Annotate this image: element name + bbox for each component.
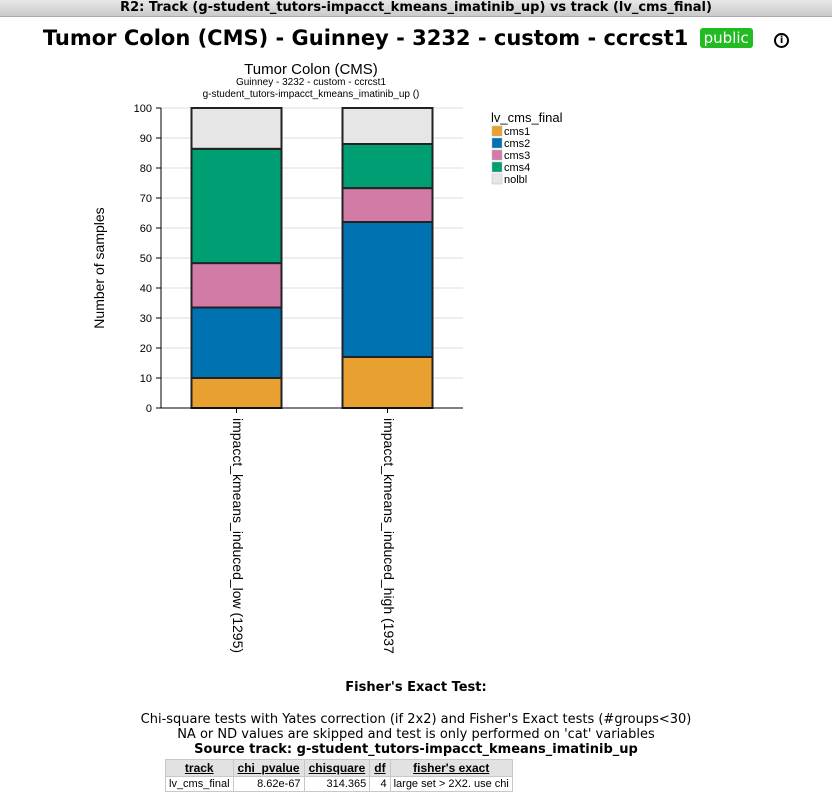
y-axis-label: Number of samples [91, 207, 107, 328]
info-icon[interactable]: i [774, 33, 790, 48]
y-tick-label: 60 [140, 223, 152, 235]
bar-segment-cms4 [190, 147, 283, 265]
y-tick-label: 50 [140, 253, 152, 265]
bar-segment-nolbl [190, 107, 283, 150]
legend-label-cms4: cms4 [504, 162, 530, 174]
cell-track: lv_cms_final [165, 776, 234, 792]
page-title: Tumor Colon (CMS) - Guinney - 3232 - cus… [42, 26, 689, 50]
y-tick-label: 20 [140, 343, 152, 355]
legend-swatch-cms4 [491, 161, 503, 173]
legend-label-cms3: cms3 [504, 150, 530, 162]
public-badge[interactable]: public [699, 28, 753, 48]
bar-segment-cms3 [190, 262, 283, 309]
legend-label-cms2: cms2 [504, 138, 530, 150]
header-chisquare[interactable]: chisquare [303, 759, 371, 777]
legend-swatch-cms2 [491, 137, 503, 149]
chart-subtitle-1: Guinney - 3232 - custom - ccrcst1 [236, 77, 386, 88]
notes-line-2: NA or ND values are skipped and test is … [177, 727, 655, 742]
bar-segment-nolbl [341, 107, 434, 145]
cell-fishers-exact: large set > 2X2. use chi [389, 776, 513, 792]
stacked-bar-chart: Tumor Colon (CMS) Guinney - 3232 - custo… [91, 61, 563, 654]
header-chi-pvalue[interactable]: chi_pvalue [232, 759, 305, 777]
cell-chisquare: 314.365 [303, 776, 371, 792]
y-tick-label: 90 [140, 133, 152, 145]
y-tick-label: 30 [140, 313, 152, 325]
page-heading: Tumor Colon (CMS) - Guinney - 3232 - cus… [0, 24, 832, 52]
fisher-heading: Fisher's Exact Test: [345, 680, 487, 695]
chart-title: Tumor Colon (CMS) [244, 61, 378, 78]
stats-header-row: track chi_pvalue chisquare df fisher's e… [165, 759, 513, 777]
header-fishers-exact[interactable]: fisher's exact [389, 759, 513, 777]
bar-segment-cms1 [341, 356, 434, 409]
legend-title: lv_cms_final [491, 110, 563, 125]
x-tick-label: impacct_kmeans_induced_low (1295) [230, 418, 246, 653]
legend-swatch-nolbl [491, 173, 503, 185]
cell-chi-pvalue: 8.62e-67 [232, 776, 305, 792]
y-tick-label: 80 [140, 163, 152, 175]
bar-segment-cms2 [190, 306, 283, 379]
bars [190, 107, 434, 409]
table-row: lv_cms_final 8.62e-67 314.365 4 large se… [165, 776, 513, 792]
header-track[interactable]: track [165, 759, 234, 777]
bar-segment-cms3 [341, 187, 434, 224]
bar-segment-cms4 [341, 143, 434, 190]
y-tick-label: 70 [140, 193, 152, 205]
test-notes: Chi-square tests with Yates correction (… [0, 712, 832, 757]
window-title-bar: R2: Track (g-student_tutors-impacct_kmea… [0, 0, 832, 17]
header-df[interactable]: df [369, 759, 391, 777]
notes-line-1: Chi-square tests with Yates correction (… [140, 712, 692, 727]
legend-swatch-cms3 [491, 149, 503, 161]
axes: 0 10 20 30 40 50 60 70 80 90 100 impacct_kmeans_ind… [134, 103, 463, 654]
legend-label-cms1: cms1 [504, 126, 530, 138]
y-tick-label: 100 [134, 103, 152, 115]
source-track: Source track: g-student_tutors-impacct_k… [194, 742, 638, 757]
legend-label-nolbl: nolbl [504, 174, 527, 186]
y-tick-label: 10 [140, 373, 152, 385]
stats-table: track chi_pvalue chisquare df fisher's e… [165, 759, 513, 792]
legend-swatch-cms1 [491, 125, 503, 137]
window-title: R2: Track (g-student_tutors-impacct_kmea… [120, 0, 712, 15]
x-tick-label: impacct_kmeans_induced_high (1937 [381, 418, 397, 654]
y-tick-label: 40 [140, 283, 152, 295]
chart-subtitle-2: g-student_tutors-impacct_kmeans_imatinib… [203, 89, 420, 100]
y-tick-label: 0 [146, 403, 152, 415]
cell-df: 4 [369, 776, 391, 792]
bar-segment-cms2 [341, 221, 434, 358]
bar-segment-cms1 [190, 377, 283, 409]
